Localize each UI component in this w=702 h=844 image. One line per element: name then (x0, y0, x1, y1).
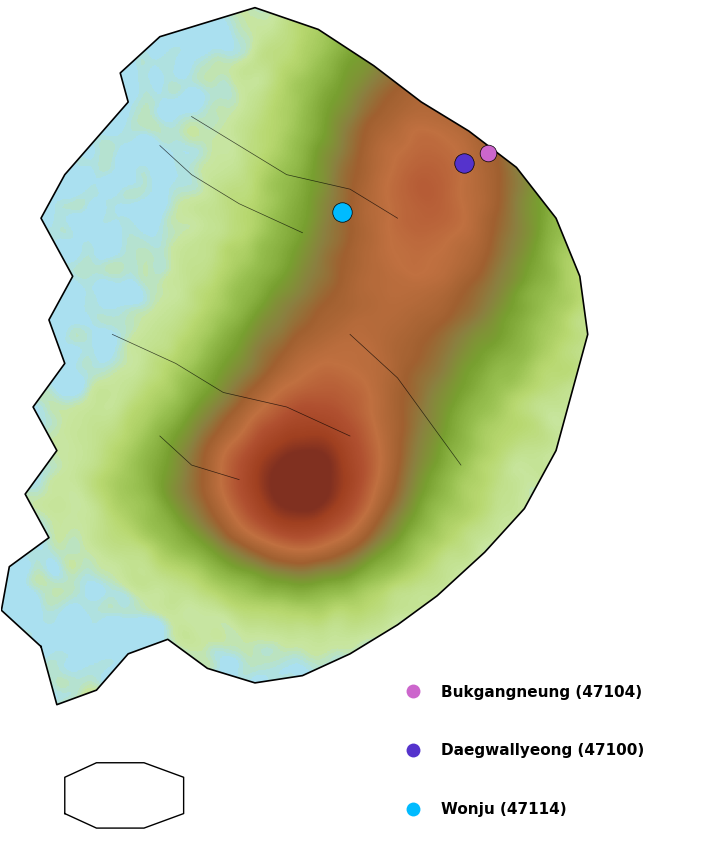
Text: Bukgangneung (47104): Bukgangneung (47104) (441, 684, 642, 699)
Text: Wonju (47114): Wonju (47114) (441, 802, 567, 816)
Text: Daegwallyeong (47100): Daegwallyeong (47100) (441, 743, 644, 758)
